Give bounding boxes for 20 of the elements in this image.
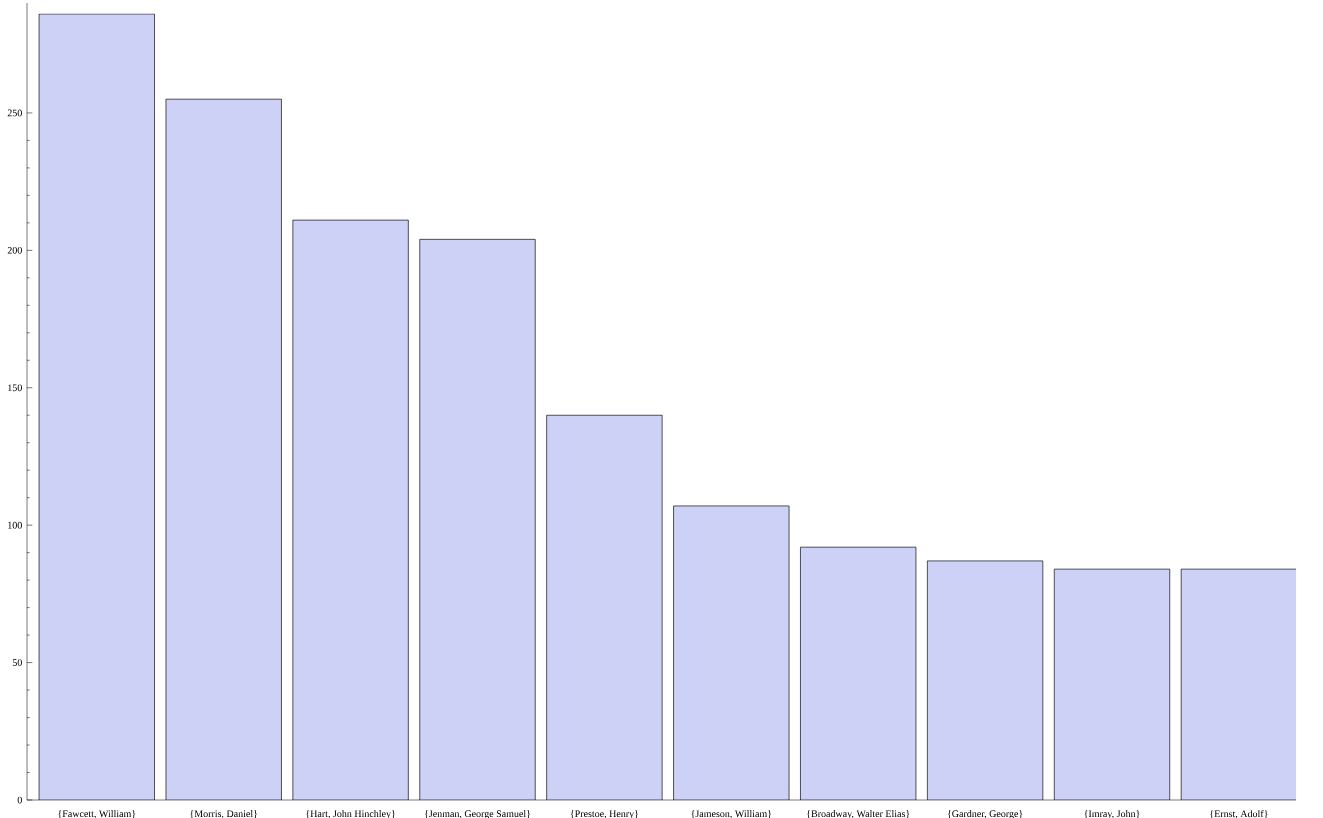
bar: [546, 415, 663, 800]
x-tick-label: {Morris, Daniel}: [190, 810, 258, 818]
y-tick-label: 0: [17, 796, 22, 804]
bar: [292, 220, 409, 800]
bar: [39, 13, 155, 800]
y-tick-label: 50: [12, 659, 22, 666]
y-tick-label: 100: [8, 521, 22, 529]
bar: [927, 560, 1043, 800]
bar: [165, 99, 282, 800]
x-tick-label: {Fawcett, William}: [58, 810, 136, 818]
bar: [673, 505, 790, 800]
bar: [419, 239, 536, 800]
y-tick-label: 150: [8, 384, 22, 392]
y-tick-label: 250: [7, 109, 22, 117]
bar: [1054, 569, 1170, 800]
x-tick-label: {Jameson, William}: [691, 810, 772, 818]
x-tick-label: {Ernst, Adolf}: [1210, 810, 1268, 818]
bar: [1180, 568, 1297, 800]
y-tick-label: 200: [7, 246, 22, 254]
bar: [800, 547, 916, 800]
